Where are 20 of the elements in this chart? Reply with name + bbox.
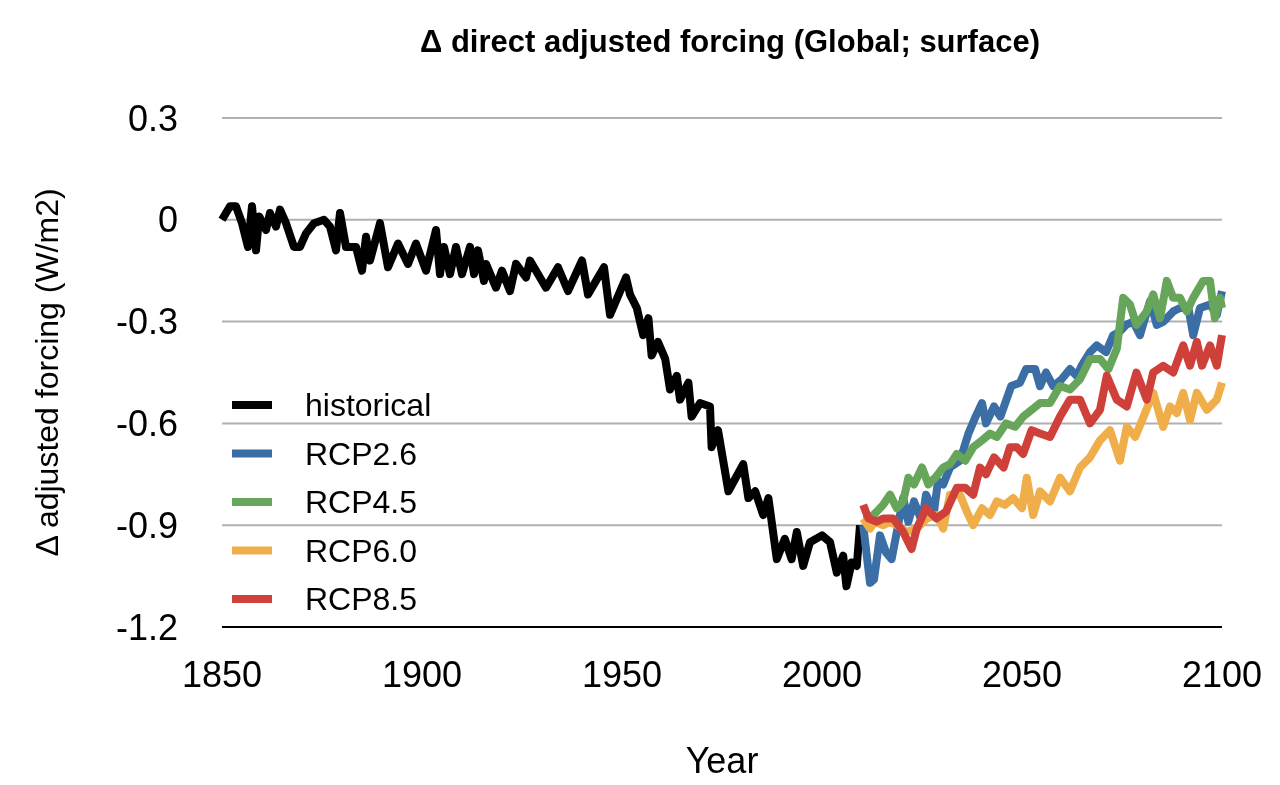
x-tick-label: 2100 [1181,654,1263,695]
legend-label: RCP2.6 [305,435,418,472]
legend-label: RCP6.0 [305,532,418,569]
y-tick-label: -1.2 [115,606,178,648]
chart-title: Δ direct adjusted forcing (Global; surface) [420,24,1040,59]
x-tick-label: 2000 [781,654,863,695]
x-axis-title: Year [685,740,759,781]
x-tick-label: 1850 [181,654,263,695]
x-tick-label: 1950 [581,654,663,695]
x-tick-label: 2050 [981,654,1063,695]
y-tick-label: 0.3 [127,97,178,139]
y-tick-label: -0.3 [115,301,178,343]
legend-label: historical [305,387,432,423]
y-tick-label: -0.6 [115,402,178,444]
legend-label: RCP8.5 [305,581,418,617]
legend-label: RCP4.5 [305,484,418,520]
y-axis-title: Δ adjusted forcing (W/m2) [29,188,65,557]
x-tick-label: 1900 [381,654,463,695]
y-tick-label: -0.9 [115,504,178,546]
y-tick-label: 0 [157,199,178,241]
